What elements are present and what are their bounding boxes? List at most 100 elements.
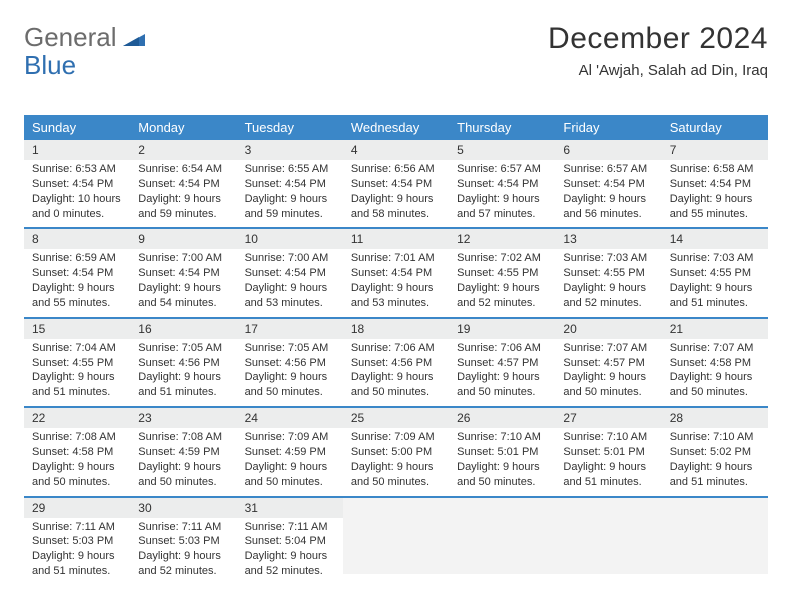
calendar-body: 1Sunrise: 6:53 AMSunset: 4:54 PMDaylight… bbox=[24, 140, 768, 585]
title-block: December 2024 Al 'Awjah, Salah ad Din, I… bbox=[548, 22, 768, 79]
day-details: Sunrise: 7:05 AMSunset: 4:56 PMDaylight:… bbox=[237, 339, 343, 406]
day-details: Sunrise: 6:54 AMSunset: 4:54 PMDaylight:… bbox=[130, 160, 236, 227]
location-text: Al 'Awjah, Salah ad Din, Iraq bbox=[548, 62, 768, 79]
day-number: 28 bbox=[662, 408, 768, 428]
calendar-day-cell: 6Sunrise: 6:57 AMSunset: 4:54 PMDaylight… bbox=[555, 140, 661, 228]
logo-blue-wrap: Blue bbox=[24, 50, 76, 81]
day-details: Sunrise: 7:01 AMSunset: 4:54 PMDaylight:… bbox=[343, 249, 449, 316]
day-details: Sunrise: 7:06 AMSunset: 4:57 PMDaylight:… bbox=[449, 339, 555, 406]
weekday-header: Tuesday bbox=[237, 115, 343, 140]
calendar-day-cell: 1Sunrise: 6:53 AMSunset: 4:54 PMDaylight… bbox=[24, 140, 130, 228]
calendar-week-row: 29Sunrise: 7:11 AMSunset: 5:03 PMDayligh… bbox=[24, 497, 768, 585]
calendar-day-cell: 7Sunrise: 6:58 AMSunset: 4:54 PMDaylight… bbox=[662, 140, 768, 228]
calendar-day-cell: 20Sunrise: 7:07 AMSunset: 4:57 PMDayligh… bbox=[555, 318, 661, 407]
day-number: 14 bbox=[662, 229, 768, 249]
weekday-header: Friday bbox=[555, 115, 661, 140]
day-number: 13 bbox=[555, 229, 661, 249]
day-number: 15 bbox=[24, 319, 130, 339]
logo-triangle-icon bbox=[123, 28, 145, 46]
day-number: 18 bbox=[343, 319, 449, 339]
day-number: 6 bbox=[555, 140, 661, 160]
day-details: Sunrise: 7:10 AMSunset: 5:01 PMDaylight:… bbox=[555, 428, 661, 495]
day-number: 3 bbox=[237, 140, 343, 160]
day-number: 2 bbox=[130, 140, 236, 160]
calendar-day-cell: . bbox=[449, 497, 555, 585]
day-number: 27 bbox=[555, 408, 661, 428]
calendar-day-cell: . bbox=[555, 497, 661, 585]
calendar-day-cell: 11Sunrise: 7:01 AMSunset: 4:54 PMDayligh… bbox=[343, 228, 449, 317]
calendar-day-cell: 17Sunrise: 7:05 AMSunset: 4:56 PMDayligh… bbox=[237, 318, 343, 407]
calendar-day-cell: 29Sunrise: 7:11 AMSunset: 5:03 PMDayligh… bbox=[24, 497, 130, 585]
day-details: Sunrise: 7:11 AMSunset: 5:03 PMDaylight:… bbox=[130, 518, 236, 585]
day-number: 10 bbox=[237, 229, 343, 249]
day-number: 19 bbox=[449, 319, 555, 339]
day-number: 1 bbox=[24, 140, 130, 160]
day-details: Sunrise: 7:04 AMSunset: 4:55 PMDaylight:… bbox=[24, 339, 130, 406]
day-number: 21 bbox=[662, 319, 768, 339]
calendar-day-cell: 10Sunrise: 7:00 AMSunset: 4:54 PMDayligh… bbox=[237, 228, 343, 317]
day-details: Sunrise: 7:00 AMSunset: 4:54 PMDaylight:… bbox=[237, 249, 343, 316]
calendar-day-cell: 23Sunrise: 7:08 AMSunset: 4:59 PMDayligh… bbox=[130, 407, 236, 496]
day-number: 17 bbox=[237, 319, 343, 339]
day-details: Sunrise: 6:59 AMSunset: 4:54 PMDaylight:… bbox=[24, 249, 130, 316]
day-details: Sunrise: 7:11 AMSunset: 5:03 PMDaylight:… bbox=[24, 518, 130, 585]
day-details: Sunrise: 7:06 AMSunset: 4:56 PMDaylight:… bbox=[343, 339, 449, 406]
calendar-day-cell: . bbox=[343, 497, 449, 585]
day-details: Sunrise: 7:11 AMSunset: 5:04 PMDaylight:… bbox=[237, 518, 343, 585]
calendar-week-row: 1Sunrise: 6:53 AMSunset: 4:54 PMDaylight… bbox=[24, 140, 768, 228]
day-details: Sunrise: 7:10 AMSunset: 5:01 PMDaylight:… bbox=[449, 428, 555, 495]
calendar-day-cell: 13Sunrise: 7:03 AMSunset: 4:55 PMDayligh… bbox=[555, 228, 661, 317]
day-details: Sunrise: 6:57 AMSunset: 4:54 PMDaylight:… bbox=[555, 160, 661, 227]
weekday-header: Sunday bbox=[24, 115, 130, 140]
day-number: 4 bbox=[343, 140, 449, 160]
day-number: 24 bbox=[237, 408, 343, 428]
calendar-day-cell: 30Sunrise: 7:11 AMSunset: 5:03 PMDayligh… bbox=[130, 497, 236, 585]
day-details: Sunrise: 7:10 AMSunset: 5:02 PMDaylight:… bbox=[662, 428, 768, 495]
day-number: 22 bbox=[24, 408, 130, 428]
calendar-day-cell: 8Sunrise: 6:59 AMSunset: 4:54 PMDaylight… bbox=[24, 228, 130, 317]
day-details: Sunrise: 6:55 AMSunset: 4:54 PMDaylight:… bbox=[237, 160, 343, 227]
day-details: Sunrise: 7:03 AMSunset: 4:55 PMDaylight:… bbox=[555, 249, 661, 316]
day-number: 25 bbox=[343, 408, 449, 428]
weekday-header: Monday bbox=[130, 115, 236, 140]
day-details: Sunrise: 7:05 AMSunset: 4:56 PMDaylight:… bbox=[130, 339, 236, 406]
calendar-week-row: 8Sunrise: 6:59 AMSunset: 4:54 PMDaylight… bbox=[24, 228, 768, 317]
day-number: 9 bbox=[130, 229, 236, 249]
day-number: 7 bbox=[662, 140, 768, 160]
day-number: 16 bbox=[130, 319, 236, 339]
day-number: 26 bbox=[449, 408, 555, 428]
day-number: 31 bbox=[237, 498, 343, 518]
month-title: December 2024 bbox=[548, 22, 768, 56]
calendar-day-cell: 22Sunrise: 7:08 AMSunset: 4:58 PMDayligh… bbox=[24, 407, 130, 496]
day-details: Sunrise: 6:53 AMSunset: 4:54 PMDaylight:… bbox=[24, 160, 130, 227]
logo: General bbox=[24, 22, 149, 53]
day-details: Sunrise: 7:00 AMSunset: 4:54 PMDaylight:… bbox=[130, 249, 236, 316]
calendar-day-cell: 9Sunrise: 7:00 AMSunset: 4:54 PMDaylight… bbox=[130, 228, 236, 317]
weekday-header: Thursday bbox=[449, 115, 555, 140]
day-details: Sunrise: 6:58 AMSunset: 4:54 PMDaylight:… bbox=[662, 160, 768, 227]
calendar-day-cell: 26Sunrise: 7:10 AMSunset: 5:01 PMDayligh… bbox=[449, 407, 555, 496]
day-number: 30 bbox=[130, 498, 236, 518]
day-details: Sunrise: 7:03 AMSunset: 4:55 PMDaylight:… bbox=[662, 249, 768, 316]
day-details: Sunrise: 7:07 AMSunset: 4:57 PMDaylight:… bbox=[555, 339, 661, 406]
day-details: Sunrise: 7:07 AMSunset: 4:58 PMDaylight:… bbox=[662, 339, 768, 406]
header: General December 2024 Al 'Awjah, Salah a… bbox=[0, 0, 792, 87]
calendar-day-cell: 15Sunrise: 7:04 AMSunset: 4:55 PMDayligh… bbox=[24, 318, 130, 407]
calendar-day-cell: 18Sunrise: 7:06 AMSunset: 4:56 PMDayligh… bbox=[343, 318, 449, 407]
calendar-day-cell: 3Sunrise: 6:55 AMSunset: 4:54 PMDaylight… bbox=[237, 140, 343, 228]
calendar-day-cell: 25Sunrise: 7:09 AMSunset: 5:00 PMDayligh… bbox=[343, 407, 449, 496]
day-details: Sunrise: 6:56 AMSunset: 4:54 PMDaylight:… bbox=[343, 160, 449, 227]
day-number: 8 bbox=[24, 229, 130, 249]
logo-text-general: General bbox=[24, 22, 117, 53]
weekday-header: Wednesday bbox=[343, 115, 449, 140]
calendar-table: SundayMondayTuesdayWednesdayThursdayFrid… bbox=[24, 115, 768, 585]
day-number: 12 bbox=[449, 229, 555, 249]
calendar-day-cell: 21Sunrise: 7:07 AMSunset: 4:58 PMDayligh… bbox=[662, 318, 768, 407]
calendar-day-cell: 12Sunrise: 7:02 AMSunset: 4:55 PMDayligh… bbox=[449, 228, 555, 317]
calendar-day-cell: 2Sunrise: 6:54 AMSunset: 4:54 PMDaylight… bbox=[130, 140, 236, 228]
day-details: Sunrise: 7:09 AMSunset: 4:59 PMDaylight:… bbox=[237, 428, 343, 495]
day-number: 29 bbox=[24, 498, 130, 518]
calendar-day-cell: 14Sunrise: 7:03 AMSunset: 4:55 PMDayligh… bbox=[662, 228, 768, 317]
day-details: Sunrise: 6:57 AMSunset: 4:54 PMDaylight:… bbox=[449, 160, 555, 227]
calendar-day-cell: . bbox=[662, 497, 768, 585]
